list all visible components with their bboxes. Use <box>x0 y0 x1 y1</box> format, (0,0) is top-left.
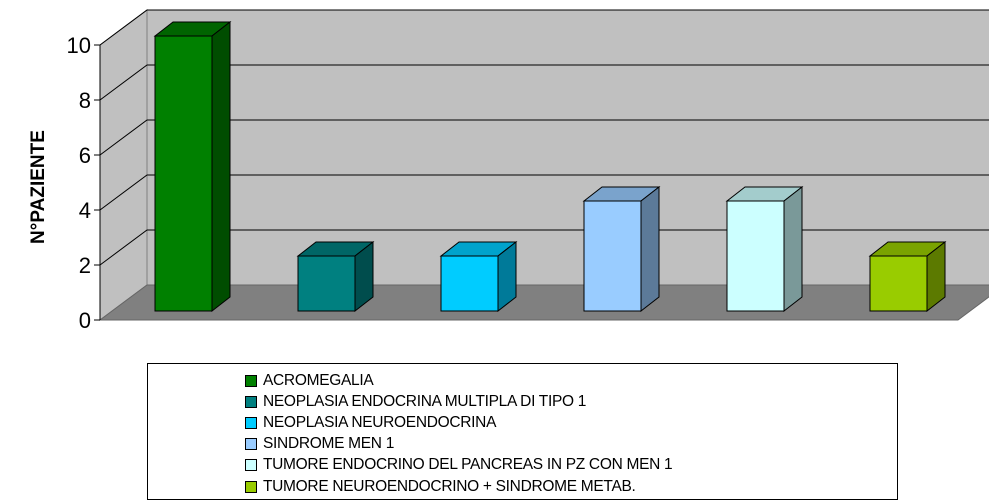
legend-swatch <box>245 416 257 429</box>
bar-side <box>926 240 946 313</box>
bar-front <box>726 200 785 312</box>
legend-item: TUMORE NEUROENDOCRINO + SINDROME METAB. <box>245 476 672 497</box>
gridline <box>99 174 989 211</box>
bar <box>582 185 661 313</box>
legend-label: ACROMEGALIA <box>263 371 374 389</box>
bar-front <box>154 35 213 312</box>
legend-label: NEOPLASIA ENDOCRINA MULTIPLA DI TIPO 1 <box>263 392 587 410</box>
floor <box>98 284 989 321</box>
y-tick-label: 6 <box>79 143 91 168</box>
chart-walls <box>98 9 989 321</box>
bar-front <box>869 255 928 312</box>
legend-label: TUMORE NEUROENDOCRINO + SINDROME METAB. <box>263 477 636 495</box>
gridline <box>99 9 989 46</box>
bars <box>153 20 947 313</box>
legend-swatch <box>245 395 257 408</box>
y-tick-label: 8 <box>79 88 91 113</box>
gridlines <box>99 9 989 266</box>
legend: ACROMEGALIA NEOPLASIA ENDOCRINA MULTIPLA … <box>147 363 898 500</box>
legend-item: TUMORE ENDOCRINO DEL PANCREAS IN PZ CON … <box>245 455 673 476</box>
bar <box>868 240 947 313</box>
gridline <box>99 229 989 266</box>
bar <box>439 240 518 313</box>
back-wall <box>146 9 989 286</box>
legend-label: TUMORE ENDOCRINO DEL PANCREAS IN PZ CON … <box>263 456 673 474</box>
y-tick-label: 2 <box>79 253 91 278</box>
y-tick-label: 0 <box>79 308 91 333</box>
bar-side <box>497 240 517 313</box>
y-axis-label: N°PAZIENTE <box>28 130 49 244</box>
legend-label: NEOPLASIA NEUROENDOCRINA <box>263 413 497 431</box>
legend-item: ACROMEGALIA <box>245 370 672 391</box>
legend-item: NEOPLASIA ENDOCRINA MULTIPLA DI TIPO 1 <box>245 391 672 412</box>
y-tick-label: 10 <box>67 33 91 58</box>
bar-side <box>211 20 231 313</box>
legend-items: ACROMEGALIA NEOPLASIA ENDOCRINA MULTIPLA … <box>245 370 673 497</box>
legend-swatch <box>245 438 257 451</box>
legend-item: SINDROME MEN 1 <box>245 434 672 455</box>
bar-side <box>640 185 660 313</box>
gridline <box>99 119 989 156</box>
legend-item: NEOPLASIA NEUROENDOCRINA <box>245 412 672 433</box>
bar <box>153 20 232 313</box>
bar-side <box>354 240 374 313</box>
bar <box>725 185 804 313</box>
legend-label: SINDROME MEN 1 <box>263 435 395 453</box>
bar-front <box>297 255 356 312</box>
bar-front <box>440 255 499 312</box>
y-tick-label: 4 <box>79 198 91 223</box>
bar-front <box>583 200 642 312</box>
legend-swatch <box>245 459 257 472</box>
gridline <box>99 64 989 101</box>
bar-chart: 0 2 4 6 8 10 N°PAZIENTE <box>28 9 989 333</box>
y-axis: 0 2 4 6 8 10 <box>67 33 101 333</box>
side-wall <box>99 9 148 321</box>
bar <box>296 240 375 313</box>
bar-side <box>783 185 803 313</box>
legend-swatch <box>245 480 257 493</box>
legend-swatch <box>245 374 257 387</box>
